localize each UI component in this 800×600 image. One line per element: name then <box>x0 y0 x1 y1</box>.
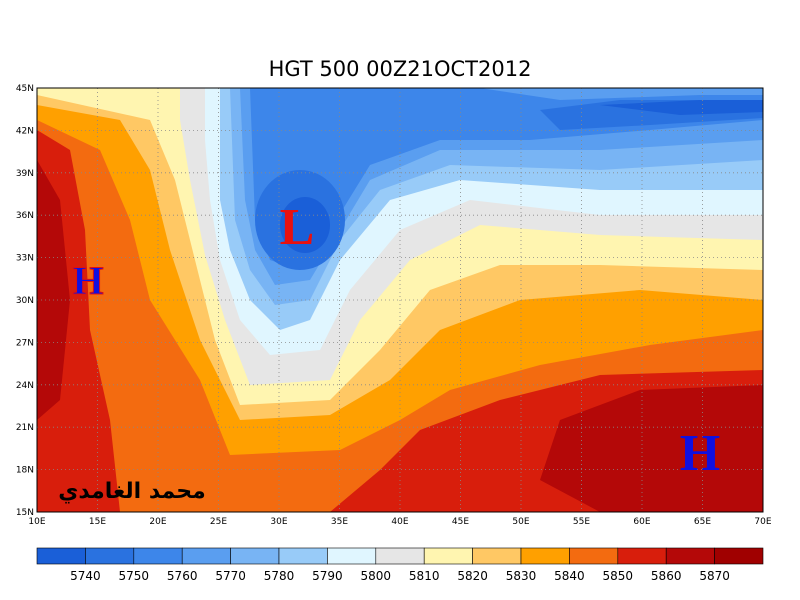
colorbar-swatch <box>85 547 135 565</box>
map-frame <box>36 87 764 513</box>
colorbar-label: 5740 <box>70 569 101 583</box>
colorbar-swatch <box>36 547 86 565</box>
lon-tick-label: 35E <box>331 517 348 527</box>
colorbar-label: 5780 <box>264 569 295 583</box>
colorbar-label: 5760 <box>167 569 198 583</box>
colorbar-swatch <box>181 547 231 565</box>
colorbar-label: 5850 <box>603 569 634 583</box>
lat-tick-label: 42N <box>16 126 34 136</box>
colorbar-label: 5860 <box>651 569 682 583</box>
colorbar-label: 5810 <box>409 569 440 583</box>
colorbar-label: 5770 <box>215 569 246 583</box>
colorbar-label: 5820 <box>457 569 488 583</box>
lon-tick-label: 40E <box>391 517 408 527</box>
colorbar-label: 5790 <box>312 569 343 583</box>
field-band <box>250 88 763 270</box>
colorbar-swatch <box>617 547 667 565</box>
field-band <box>600 100 763 115</box>
lat-tick-label: 18N <box>16 466 34 476</box>
field-band <box>540 385 763 512</box>
high-marker: H <box>72 258 103 303</box>
field-band <box>37 160 70 420</box>
colorbar: 5740 5750 5760 5770 5780 5790 5800 5810 5820 5830… <box>36 547 764 583</box>
colorbar-swatch <box>714 547 764 565</box>
colorbar-swatch <box>520 547 570 565</box>
lat-tick-label: 15N <box>16 508 34 518</box>
colorbar-swatch <box>569 547 619 565</box>
lon-tick-label: 25E <box>210 517 227 527</box>
colorbar-label: 5800 <box>361 569 392 583</box>
colorbar-label: 5840 <box>554 569 585 583</box>
lon-tick-label: 20E <box>149 517 166 527</box>
colorbar-label: 5750 <box>119 569 150 583</box>
lon-tick-label: 30E <box>270 517 287 527</box>
lon-tick-label: 60E <box>633 517 650 527</box>
lon-tick-label: 70E <box>754 517 771 527</box>
lat-tick-label: 33N <box>16 254 34 264</box>
low-marker: L <box>280 199 315 256</box>
map-title: HGT 500 00Z21OCT2012 <box>269 57 532 81</box>
lat-tick-label: 39N <box>16 169 34 179</box>
colorbar-swatch <box>278 547 328 565</box>
colorbar-swatch <box>327 547 377 565</box>
high-marker: H <box>680 425 720 482</box>
colorbar-label: 5830 <box>506 569 537 583</box>
lon-tick-label: 55E <box>573 517 590 527</box>
lat-tick-label: 21N <box>16 423 34 433</box>
lon-tick-label: 10E <box>28 517 45 527</box>
colorbar-label: 5870 <box>699 569 730 583</box>
lon-tick-label: 50E <box>512 517 529 527</box>
lat-tick-label: 36N <box>16 211 34 221</box>
lon-tick-label: 65E <box>694 517 711 527</box>
lat-tick-label: 45N <box>16 84 34 94</box>
lat-tick-label: 30N <box>16 296 34 306</box>
colorbar-swatch <box>230 547 280 565</box>
colorbar-swatch <box>423 547 473 565</box>
colorbar-swatch <box>133 547 183 565</box>
signature: محمد الغامدي <box>58 479 206 504</box>
lat-tick-label: 27N <box>16 338 34 348</box>
lon-tick-label: 45E <box>452 517 469 527</box>
lat-tick-label: 24N <box>16 381 34 391</box>
lon-tick-label: 15E <box>89 517 106 527</box>
colorbar-swatch <box>665 547 715 565</box>
colorbar-swatch <box>472 547 522 565</box>
field-band <box>280 197 330 253</box>
colorbar-swatch <box>375 547 425 565</box>
